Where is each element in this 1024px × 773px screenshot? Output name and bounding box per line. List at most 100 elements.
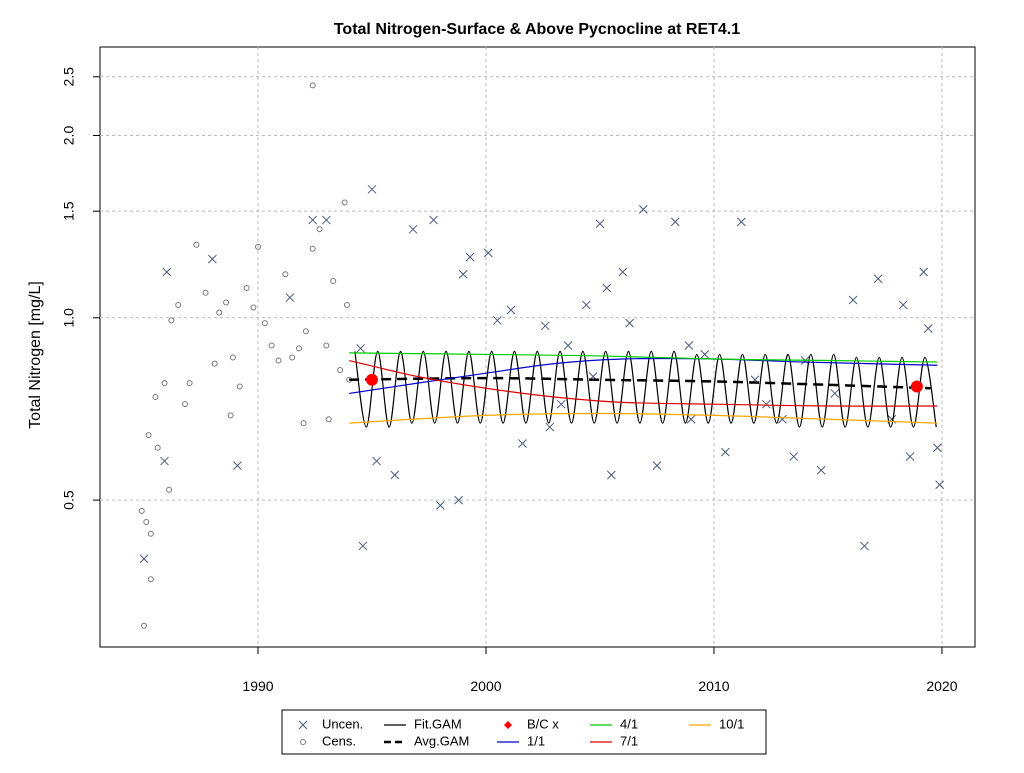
data-point — [618, 267, 628, 277]
data-point — [652, 461, 662, 470]
data-point — [325, 416, 332, 423]
series-line — [349, 359, 938, 407]
data-point — [308, 215, 318, 225]
data-point — [211, 360, 218, 367]
data-point — [160, 456, 169, 466]
data-point — [556, 399, 566, 409]
data-point — [227, 412, 234, 419]
data-point — [322, 215, 331, 225]
data-point — [316, 226, 323, 233]
series-line — [349, 357, 938, 395]
data-point — [143, 519, 150, 526]
y-tick-label: 2.0 — [61, 126, 77, 146]
data-point — [638, 205, 648, 214]
data-point — [309, 245, 316, 252]
y-tick-label: 1.0 — [61, 308, 77, 328]
series-line — [349, 376, 931, 390]
x-tick-label: 2010 — [698, 678, 729, 694]
data-point — [563, 341, 573, 350]
data-point — [330, 278, 337, 285]
data-point — [229, 354, 236, 361]
data-point — [365, 373, 378, 386]
data-point — [236, 383, 243, 390]
data-point — [289, 354, 296, 361]
data-point — [358, 541, 368, 551]
legend-swatch — [504, 721, 512, 729]
data-point — [147, 576, 154, 583]
data-point — [607, 470, 616, 480]
data-point — [540, 321, 550, 331]
data-point — [465, 252, 475, 262]
y-tick-label: 2.5 — [61, 67, 77, 87]
data-point — [343, 301, 350, 308]
data-point — [296, 345, 303, 352]
data-point — [261, 320, 268, 327]
chart-title: Total Nitrogen-Surface & Above Pycnoclin… — [334, 21, 740, 38]
data-point — [250, 304, 257, 311]
data-point — [152, 393, 159, 400]
data-point — [670, 217, 680, 227]
y-tick-label: 0.5 — [61, 490, 77, 510]
data-point — [147, 530, 154, 537]
data-point — [778, 414, 787, 424]
data-point — [830, 389, 840, 398]
plot-frame — [99, 46, 976, 648]
data-point — [168, 317, 175, 324]
legend-label: 1/1 — [527, 733, 545, 748]
data-point — [898, 300, 908, 310]
data-point — [721, 447, 730, 457]
x-tick-label: 1990 — [242, 678, 273, 694]
data-point — [789, 452, 799, 461]
data-point — [625, 318, 634, 328]
data-point — [372, 456, 381, 466]
data-point — [162, 267, 172, 277]
legend-label: 10/1 — [719, 716, 744, 731]
data-point — [933, 443, 942, 453]
data-point — [923, 324, 933, 333]
data-point — [309, 82, 316, 89]
data-point — [686, 414, 696, 424]
data-point — [282, 271, 289, 278]
data-point — [873, 274, 883, 284]
data-point — [300, 420, 307, 427]
data-point — [356, 344, 365, 353]
data-point — [193, 241, 200, 248]
legend-box — [281, 709, 767, 755]
data-point — [905, 452, 915, 461]
data-point — [860, 541, 869, 551]
series-line — [349, 352, 938, 363]
data-point — [302, 328, 309, 335]
data-point — [268, 342, 275, 349]
data-point — [454, 495, 463, 505]
data-point — [684, 341, 694, 350]
legend-label: Uncen. — [322, 716, 363, 731]
legend-swatch — [300, 739, 306, 745]
data-point — [186, 380, 193, 387]
data-point — [429, 215, 438, 225]
data-point — [337, 366, 344, 373]
data-point — [223, 299, 230, 306]
data-point — [139, 554, 149, 564]
x-tick-label: 2020 — [926, 678, 957, 694]
data-point — [145, 432, 152, 439]
data-point — [595, 219, 605, 229]
data-point — [161, 380, 168, 387]
data-point — [581, 300, 591, 310]
data-point — [736, 217, 746, 227]
legend-label: Avg.GAM — [414, 733, 469, 748]
data-point — [483, 248, 493, 258]
data-point — [285, 293, 295, 302]
data-point — [208, 254, 217, 264]
legend-label: B/C x — [527, 716, 559, 731]
data-point — [166, 486, 173, 493]
data-point — [436, 501, 445, 510]
series-line — [349, 412, 938, 424]
data-point — [390, 470, 400, 480]
legend-label: 4/1 — [620, 716, 638, 731]
x-tick-label: 2000 — [470, 678, 501, 694]
data-point — [408, 224, 418, 234]
legend-label: 7/1 — [620, 733, 638, 748]
data-point — [545, 422, 555, 432]
data-point — [323, 342, 330, 349]
data-point — [935, 480, 945, 490]
